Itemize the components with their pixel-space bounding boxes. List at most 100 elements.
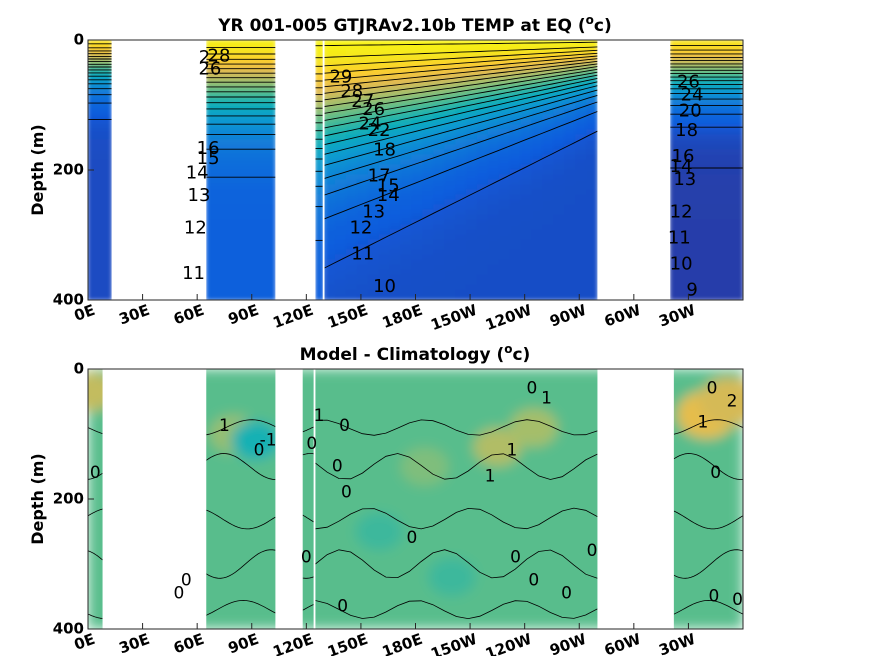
temperature-cell xyxy=(400,289,413,296)
temperature-cell xyxy=(205,249,219,256)
isotherm-line xyxy=(324,94,598,179)
temperature-cell xyxy=(542,164,555,171)
temperature-cell xyxy=(575,79,588,86)
temperature-cell xyxy=(455,79,467,86)
x-tick-label: 0E xyxy=(72,301,98,325)
temperature-cell xyxy=(509,214,522,221)
temperature-cell xyxy=(575,224,588,231)
temperature-cell xyxy=(680,259,692,266)
temperature-plot-area: 2822616151413121129282726242218171514131… xyxy=(88,40,743,300)
temperature-cell xyxy=(680,174,692,181)
temperature-cell xyxy=(711,194,723,201)
temperature-cell xyxy=(345,189,358,196)
temperature-cell xyxy=(721,149,734,156)
temperature-cell xyxy=(721,179,734,186)
temperature-cell xyxy=(345,69,358,76)
temperature-cell xyxy=(465,109,478,116)
temperature-cell xyxy=(324,40,336,46)
temperature-cell xyxy=(669,214,682,221)
temperature-cell xyxy=(422,54,435,61)
temperature-cell xyxy=(228,64,242,71)
temperature-cell xyxy=(732,259,743,266)
temperature-cell xyxy=(586,224,598,231)
temperature-cell xyxy=(99,49,113,56)
temperature-cell xyxy=(553,199,566,206)
temperature-cell xyxy=(700,189,713,196)
temperature-cell xyxy=(531,254,544,261)
temperature-cell xyxy=(324,224,336,231)
temperature-cell xyxy=(422,159,435,166)
temperature-cell xyxy=(314,239,324,246)
temperature-cell xyxy=(345,94,358,101)
temperature-cell xyxy=(721,239,734,246)
land-mask xyxy=(102,369,207,629)
temperature-cell xyxy=(251,264,265,271)
temperature-cell xyxy=(509,119,522,126)
temperature-cell xyxy=(263,164,276,171)
temperature-cell xyxy=(378,289,391,296)
contour-label: 9 xyxy=(686,279,697,300)
temperature-cell xyxy=(455,279,467,286)
temperature-cell xyxy=(690,134,702,141)
temperature-cell xyxy=(356,89,369,96)
temperature-cell xyxy=(531,164,544,171)
temperature-cell xyxy=(263,284,276,291)
temperature-cell xyxy=(553,124,566,131)
temperature-cell xyxy=(334,244,347,251)
land-mask xyxy=(275,40,316,300)
temperature-cell xyxy=(444,144,457,151)
temperature-cell xyxy=(314,289,324,296)
contour-label: 0 xyxy=(339,416,350,436)
temperature-cell xyxy=(553,204,566,211)
temperature-cell xyxy=(531,219,544,226)
temperature-cell xyxy=(240,114,253,121)
temperature-cell xyxy=(465,69,478,76)
temperature-cell xyxy=(367,259,380,266)
temperature-cell xyxy=(356,264,369,271)
temperature-cell xyxy=(542,144,555,151)
temperature-cell xyxy=(586,119,598,126)
temperature-cell xyxy=(400,59,413,66)
temperature-cell xyxy=(669,269,682,276)
temperature-cell xyxy=(542,229,555,236)
temperature-cell xyxy=(433,74,446,81)
temperature-cell xyxy=(586,184,598,191)
temperature-cell xyxy=(498,64,511,71)
temperature-cell xyxy=(88,244,101,251)
temperature-cell xyxy=(564,79,577,86)
temperature-cell xyxy=(314,214,324,221)
temperature-cell xyxy=(263,134,276,141)
temperature-cell xyxy=(345,134,358,141)
temperature-cell xyxy=(476,209,489,216)
temperature-cell xyxy=(690,109,702,116)
temperature-cell xyxy=(99,294,113,300)
temperature-cell xyxy=(411,269,424,276)
temperature-cell xyxy=(680,249,692,256)
temperature-cell xyxy=(509,99,522,106)
temperature-cell xyxy=(520,154,533,161)
temperature-cell xyxy=(240,224,253,231)
temperature-cell xyxy=(700,194,713,201)
temperature-cell xyxy=(455,144,467,151)
temperature-cell xyxy=(367,119,380,126)
temperature-cell xyxy=(444,54,457,61)
contour-label: 11 xyxy=(351,244,374,265)
temperature-cell xyxy=(88,54,101,61)
temperature-cell xyxy=(314,234,324,241)
temperature-cell xyxy=(88,79,101,86)
temperature-cell xyxy=(564,264,577,271)
temperature-cell xyxy=(455,259,467,266)
temperature-cell xyxy=(356,169,369,176)
temperature-cell xyxy=(217,249,230,256)
temperature-cell xyxy=(356,49,369,56)
temperature-cell xyxy=(732,89,743,96)
temperature-cell xyxy=(356,174,369,181)
temperature-cell xyxy=(334,54,347,61)
temperature-cell xyxy=(228,289,242,296)
temperature-cell xyxy=(228,104,242,111)
temperature-cell xyxy=(334,274,347,281)
temperature-cell xyxy=(240,59,253,66)
temperature-cell xyxy=(240,204,253,211)
temperature-cell xyxy=(476,154,489,161)
